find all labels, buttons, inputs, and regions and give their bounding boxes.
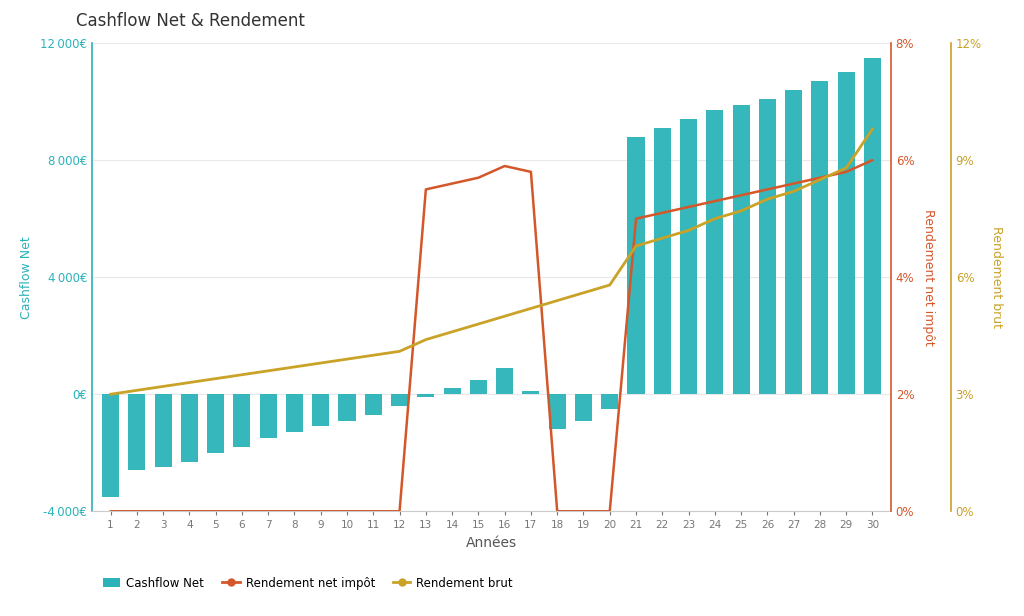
- Bar: [207, 394, 224, 453]
- Bar: [759, 99, 776, 394]
- Bar: [286, 394, 303, 432]
- Bar: [102, 394, 119, 496]
- Bar: [260, 394, 276, 438]
- Bar: [128, 394, 145, 471]
- Bar: [233, 394, 251, 447]
- Y-axis label: Rendement net impôt: Rendement net impôt: [923, 209, 935, 346]
- Bar: [443, 388, 461, 394]
- Bar: [680, 120, 697, 394]
- Y-axis label: Rendement brut: Rendement brut: [989, 226, 1002, 328]
- Bar: [707, 110, 723, 394]
- Bar: [470, 379, 487, 394]
- Bar: [496, 368, 513, 394]
- Bar: [732, 105, 750, 394]
- Bar: [181, 394, 198, 461]
- Bar: [785, 90, 802, 394]
- Bar: [522, 391, 540, 394]
- Legend: Cashflow Net, Rendement net impôt, Rendement brut: Cashflow Net, Rendement net impôt, Rende…: [98, 572, 518, 594]
- Bar: [838, 72, 855, 394]
- Bar: [811, 81, 828, 394]
- Bar: [312, 394, 330, 426]
- Text: Cashflow Net & Rendement: Cashflow Net & Rendement: [76, 12, 305, 30]
- Bar: [155, 394, 172, 468]
- Bar: [574, 394, 592, 421]
- Bar: [601, 394, 618, 409]
- Bar: [549, 394, 565, 429]
- Bar: [653, 128, 671, 394]
- Bar: [365, 394, 382, 415]
- Bar: [339, 394, 355, 421]
- Y-axis label: Cashflow Net: Cashflow Net: [20, 236, 34, 318]
- X-axis label: Années: Années: [466, 536, 517, 550]
- Bar: [391, 394, 409, 406]
- Bar: [418, 394, 434, 397]
- Bar: [628, 137, 644, 394]
- Bar: [864, 58, 881, 394]
